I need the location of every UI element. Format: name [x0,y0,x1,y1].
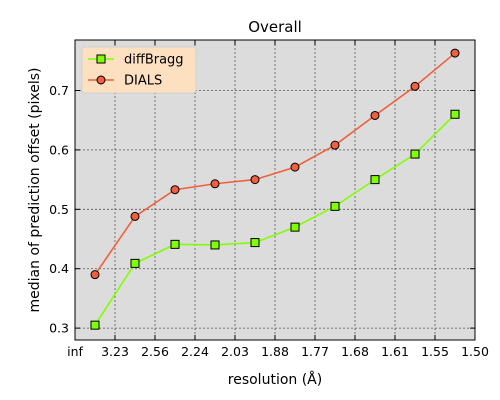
point-dials [90,270,100,280]
legend-label-dials: DIALS [124,74,162,89]
point-dials [370,110,380,120]
x-tick-label: 1.88 [261,344,289,359]
legend-marker-diffbragg [96,54,106,64]
point-dials [450,48,460,58]
point-dials [330,140,340,150]
point-diffbragg [250,238,260,248]
y-tick-label: 0.7 [49,83,69,98]
x-tick-label: 1.55 [421,344,449,359]
x-tick-label: 2.03 [221,344,249,359]
legend-label-diffbragg: diffBragg [124,53,184,68]
point-dials [170,185,180,195]
point-diffbragg [290,222,300,232]
point-diffbragg [130,258,140,268]
point-diffbragg [210,240,220,250]
series-line-dials [94,52,456,276]
point-diffbragg [330,201,340,211]
point-diffbragg [90,320,100,330]
y-tick-label: 0.6 [49,142,69,157]
y-tick-label: 0.4 [49,261,69,276]
y-axis-label: median of prediction offset (pixels) [27,68,43,313]
x-tick-label: 1.68 [341,344,369,359]
y-tick-label: 0.5 [49,202,69,217]
x-axis-label: resolution (Å) [228,371,322,388]
point-dials [210,179,220,189]
legend: diffBragg DIALS [81,46,197,94]
x-tick-label: inf [67,344,83,359]
legend-marker-dials [96,75,106,85]
x-tick-label: 3.23 [101,344,129,359]
point-diffbragg [450,109,460,119]
y-axis: 0.3 0.4 0.5 0.6 0.7 [49,83,475,336]
point-dials [410,81,420,91]
x-tick-label: 2.56 [141,344,169,359]
series-layer [90,48,460,330]
series-line-diffbragg [94,113,456,326]
x-tick-label: 1.61 [381,344,409,359]
x-tick-label: 1.50 [461,344,489,359]
x-axis: inf 3.23 2.56 2.24 2.03 1.88 1.77 1.68 1.61 1.55 1… [67,40,489,359]
y-tick-label: 0.3 [49,321,69,336]
point-dials [250,175,260,185]
point-dials [290,162,300,172]
chart-title: Overall [248,18,302,36]
point-dials [130,211,140,221]
point-diffbragg [370,175,380,185]
point-diffbragg [170,239,180,249]
x-tick-label: 1.77 [301,344,329,359]
point-diffbragg [410,149,420,159]
x-tick-label: 2.24 [181,344,209,359]
